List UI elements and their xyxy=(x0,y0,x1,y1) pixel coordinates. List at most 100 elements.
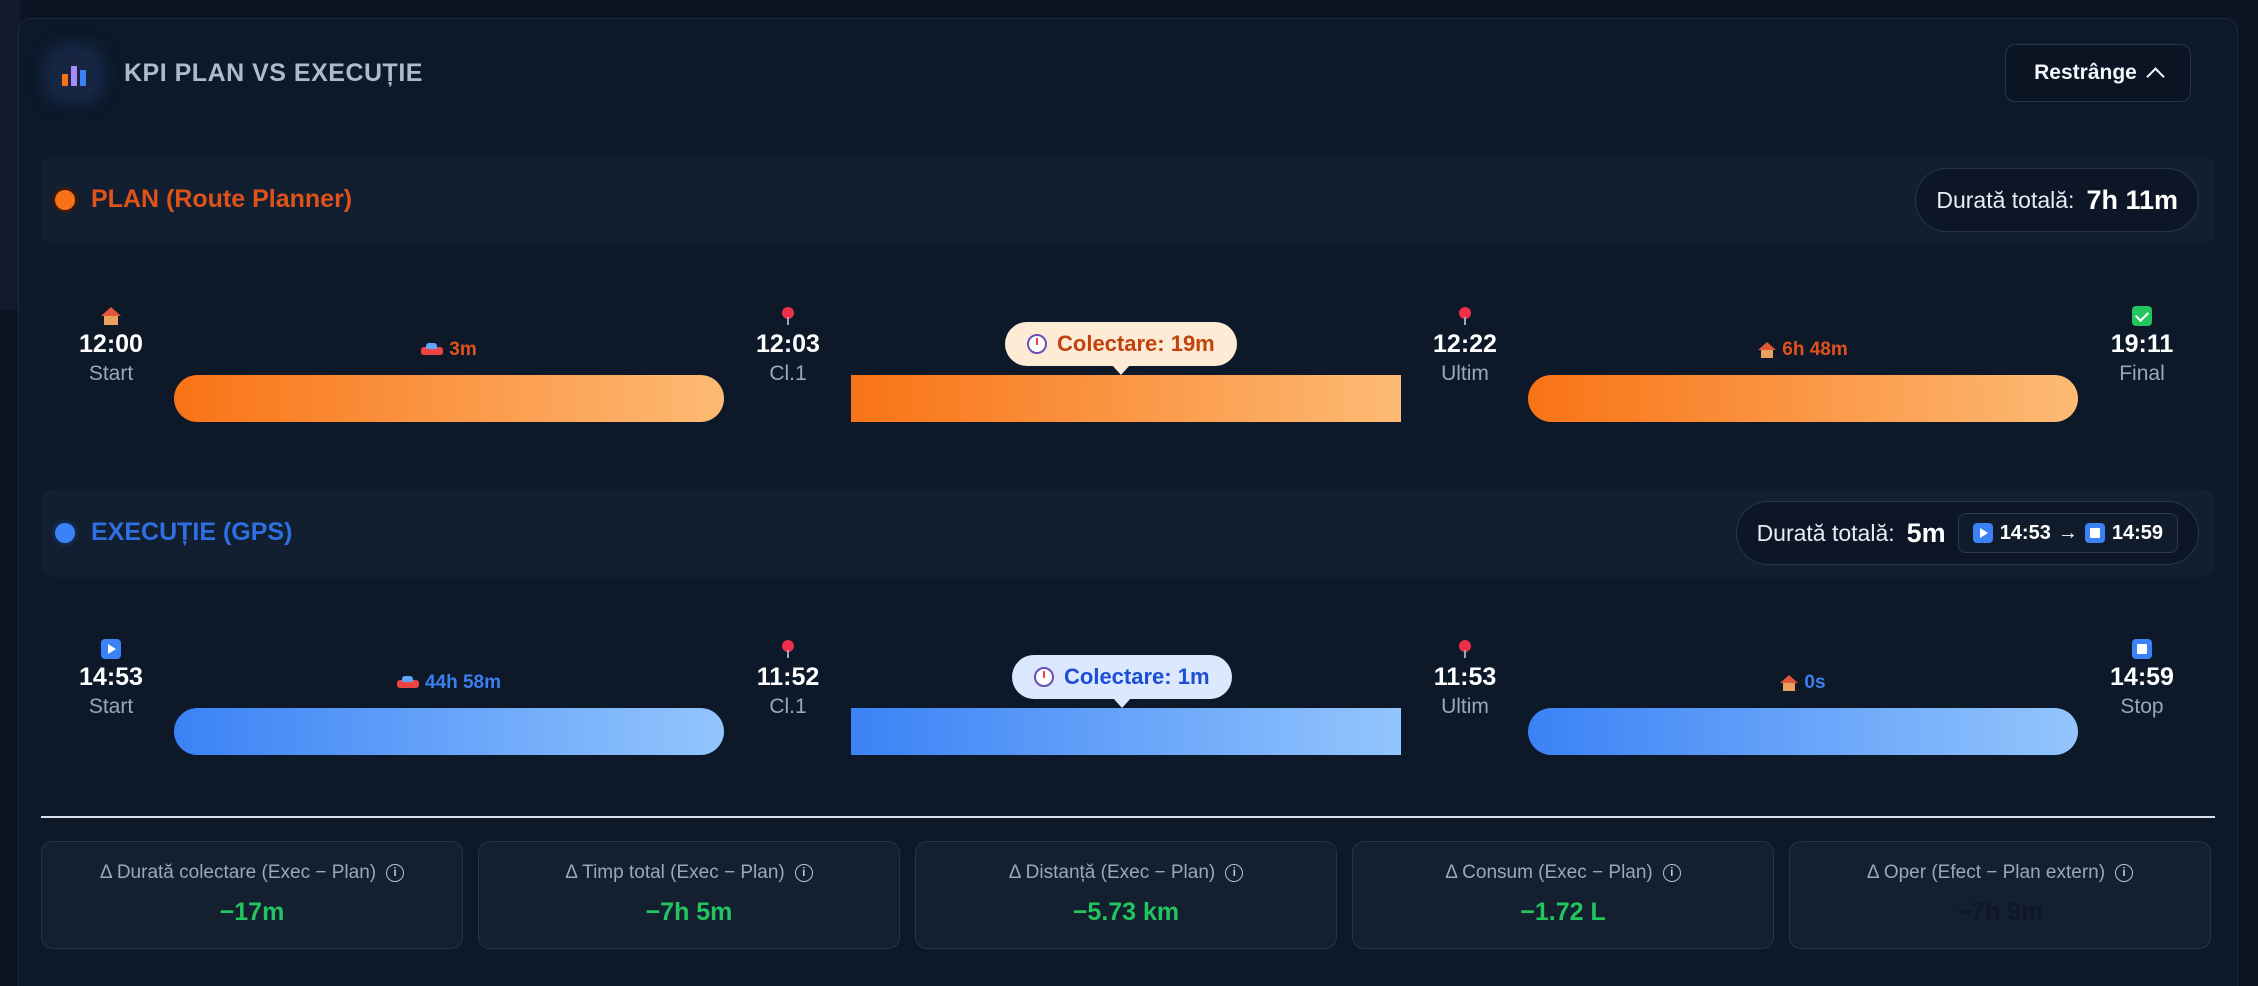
execution-segment-label-drive: 44h 58m xyxy=(174,672,724,694)
node-time: 19:11 xyxy=(2110,330,2174,358)
execution-node-client1: 11:52 Cl.1 xyxy=(728,637,848,719)
execution-collect-tooltip: Colectare: 1m .tooltip[data-name="execut… xyxy=(1012,655,1232,708)
execution-segment-label-return: 0s xyxy=(1528,672,2078,694)
plan-title: PLAN (Route Planner) xyxy=(91,185,353,213)
plan-segment-label-return: 6h 48m xyxy=(1528,339,2078,361)
info-icon[interactable]: i xyxy=(2115,864,2134,882)
plan-node-last: 12:22 Ultim xyxy=(1405,304,1525,386)
play-icon xyxy=(101,639,121,659)
execution-node-stop: 14:59 Stop xyxy=(2082,637,2202,719)
info-icon[interactable]: i xyxy=(386,864,405,882)
pin-icon xyxy=(1458,640,1472,658)
divider xyxy=(41,816,2215,818)
home-icon xyxy=(101,307,121,325)
timer-icon xyxy=(1034,667,1054,687)
execution-time-range: 14:53 → 14:59 xyxy=(1957,513,2178,553)
kpi-value: −17m xyxy=(219,898,285,926)
pin-icon xyxy=(781,640,795,658)
node-time: 12:22 xyxy=(1433,330,1497,358)
plan-segment-return[interactable] xyxy=(1528,375,2078,422)
node-label: Stop xyxy=(2120,695,2164,718)
plan-node-start: 12:00 Start xyxy=(51,304,171,386)
execution-duration-pill: Durată totală: 5m 14:53 → 14:59 xyxy=(1735,501,2199,565)
kpi-label: Δ Timp total (Exec − Plan) xyxy=(565,862,785,883)
home-icon xyxy=(1758,341,1777,358)
execution-node-last: 11:53 Ultim xyxy=(1405,637,1525,719)
execution-stop-time: 14:59 xyxy=(2111,521,2163,544)
home-icon xyxy=(1780,674,1799,691)
node-time: 11:52 xyxy=(756,663,820,691)
panel-header: KPI PLAN VS EXECUȚIE Restrânge xyxy=(19,19,2237,129)
plan-duration-value: 7h 11m xyxy=(2086,184,2178,215)
node-label: Cl.1 xyxy=(769,695,807,718)
car-icon xyxy=(421,342,444,357)
kpi-label: Δ Distanță (Exec − Plan) xyxy=(1008,862,1216,883)
kpi-value: −1.72 L xyxy=(1520,898,1606,926)
kpi-card-distance: Δ Distanță (Exec − Plan) i −5.73 km xyxy=(915,841,1337,949)
plan-section-header: PLAN (Route Planner) Durată totală: 7h 1… xyxy=(41,156,2215,244)
node-label: Start xyxy=(88,362,134,385)
plan-dot-icon xyxy=(55,190,75,210)
play-icon xyxy=(1972,523,1993,543)
info-icon[interactable]: i xyxy=(794,864,813,882)
node-time: 12:00 xyxy=(79,330,143,358)
node-label: Start xyxy=(88,695,134,718)
tooltip-label: Colectare: 1m xyxy=(1064,664,1210,689)
plan-segment-drive[interactable] xyxy=(174,375,724,422)
execution-dot-icon xyxy=(55,523,75,543)
execution-segment-return[interactable] xyxy=(1528,708,2078,755)
kpi-panel: KPI PLAN VS EXECUȚIE Restrânge PLAN (Rou… xyxy=(18,18,2238,986)
stop-icon xyxy=(2084,523,2105,543)
execution-title: EXECUȚIE (GPS) xyxy=(91,518,293,546)
timer-icon xyxy=(1027,334,1047,354)
execution-segment-collect[interactable] xyxy=(851,708,1401,755)
kpi-label: Δ Oper (Efect − Plan extern) xyxy=(1866,862,2106,883)
pin-icon xyxy=(1458,307,1472,325)
plan-duration-pill: Durată totală: 7h 11m xyxy=(1915,168,2199,232)
chevron-up-icon xyxy=(2146,67,2165,86)
collapse-button[interactable]: Restrânge xyxy=(2005,44,2191,102)
info-icon[interactable]: i xyxy=(1662,864,1681,882)
node-label: Ultim xyxy=(1441,362,1489,385)
kpi-value: −7h 9m xyxy=(1956,898,2044,926)
kpi-value: −5.73 km xyxy=(1072,898,1180,926)
plan-node-client1: 12:03 Cl.1 xyxy=(728,304,848,386)
arrow-icon: → xyxy=(2057,521,2078,544)
node-label: Cl.1 xyxy=(769,362,807,385)
check-icon xyxy=(2132,306,2152,326)
node-label: Ultim xyxy=(1441,695,1489,718)
kpi-label: Δ Durată colectare (Exec − Plan) xyxy=(99,862,377,883)
bar-chart-icon xyxy=(53,53,95,95)
kpi-card-total-time: Δ Timp total (Exec − Plan) i −7h 5m xyxy=(478,841,900,949)
execution-start-time: 14:53 xyxy=(1999,521,2051,544)
kpi-card-consumption: Δ Consum (Exec − Plan) i −1.72 L xyxy=(1352,841,1774,949)
kpi-card-collect-duration: Δ Durată colectare (Exec − Plan) i −17m xyxy=(41,841,463,949)
car-icon xyxy=(396,675,419,690)
node-time: 11:53 xyxy=(1433,663,1497,691)
execution-node-start: 14:53 Start xyxy=(51,637,171,719)
kpi-card-oper: Δ Oper (Efect − Plan extern) i −7h 9m xyxy=(1789,841,2211,949)
stop-icon xyxy=(2132,639,2152,659)
execution-duration-label: Durată totală: xyxy=(1756,519,1895,546)
plan-segment-label-drive: 3m xyxy=(174,339,724,361)
node-time: 12:03 xyxy=(756,330,820,358)
tooltip-label: Colectare: 19m xyxy=(1057,331,1215,356)
collapse-button-label: Restrânge xyxy=(2034,61,2137,84)
kpi-label: Δ Consum (Exec − Plan) xyxy=(1445,862,1653,883)
execution-timeline: 14:53 Start 44h 58m 11:52 Cl.1 Colectare… xyxy=(19,637,2237,777)
info-icon[interactable]: i xyxy=(1225,864,1244,882)
plan-segment-collect[interactable] xyxy=(851,375,1401,422)
node-time: 14:53 xyxy=(79,663,143,691)
plan-node-final: 19:11 Final xyxy=(2082,304,2202,386)
node-time: 14:59 xyxy=(2110,663,2174,691)
plan-duration-label: Durată totală: xyxy=(1936,186,2075,213)
execution-segment-drive[interactable] xyxy=(174,708,724,755)
node-label: Final xyxy=(2119,362,2165,385)
kpi-value: −7h 5m xyxy=(645,898,733,926)
pin-icon xyxy=(781,307,795,325)
panel-title: KPI PLAN VS EXECUȚIE xyxy=(124,59,423,87)
execution-duration-value: 5m xyxy=(1906,517,1946,548)
plan-timeline: 12:00 Start 3m 12:03 Cl.1 Colectare: 19m… xyxy=(19,304,2237,444)
execution-section-header: EXECUȚIE (GPS) Durată totală: 5m 14:53 →… xyxy=(41,489,2215,577)
plan-collect-tooltip: Colectare: 19m .tooltip[data-name="plan-… xyxy=(1005,322,1237,375)
